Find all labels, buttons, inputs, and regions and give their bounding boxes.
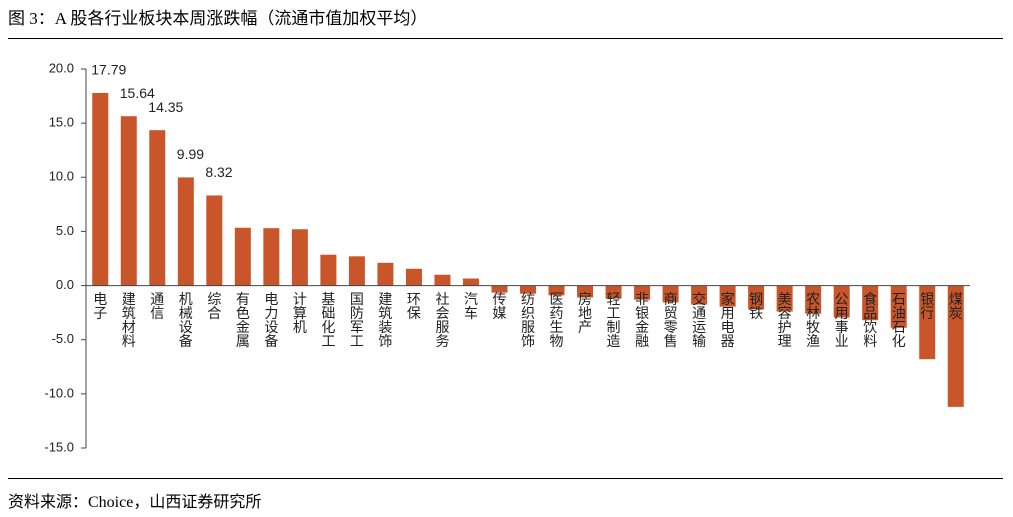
y-tick-label: 0.0 — [56, 277, 74, 292]
bar — [890, 285, 907, 328]
bottom-rule — [8, 478, 1003, 479]
x-tick-label: 商贸零售 — [663, 292, 679, 348]
y-tick-label: -15.0 — [44, 439, 74, 454]
bar — [605, 285, 622, 299]
bar — [805, 285, 822, 314]
data-label: 8.32 — [205, 164, 232, 180]
y-tick-label: 15.0 — [49, 115, 74, 130]
bar — [491, 285, 508, 293]
x-tick-label: 非银金融 — [634, 292, 650, 348]
x-tick-label: 石油石化 — [891, 292, 907, 349]
bar — [177, 177, 194, 286]
bar — [548, 285, 565, 296]
x-tick-label: 银行 — [919, 292, 935, 321]
bar — [320, 254, 337, 286]
x-tick-label: 有色金属 — [235, 292, 251, 348]
x-tick-label: 轻工制造 — [606, 292, 622, 349]
bar — [291, 229, 308, 286]
x-tick-label: 食品饮料 — [862, 291, 878, 348]
bar — [120, 116, 137, 286]
y-tick-label: 20.0 — [49, 60, 74, 75]
bar — [947, 285, 964, 407]
bar — [691, 285, 708, 305]
x-tick-label: 建筑材料 — [121, 292, 137, 348]
bar — [662, 285, 679, 303]
bar — [377, 262, 394, 286]
y-tick-label: 5.0 — [56, 223, 74, 238]
x-tick-label: 国防军工 — [349, 292, 365, 348]
bar — [348, 256, 365, 286]
bar — [405, 268, 422, 286]
x-tick-label: 基础化工 — [320, 291, 336, 348]
bar — [206, 195, 223, 286]
bar — [833, 285, 850, 318]
bar — [748, 285, 765, 310]
x-tick-label: 汽车 — [463, 292, 479, 320]
bar — [263, 228, 280, 286]
x-tick-label: 房地产 — [577, 292, 593, 335]
data-label: 17.79 — [91, 62, 126, 78]
bar — [434, 274, 451, 286]
data-label: 9.99 — [177, 146, 204, 162]
x-tick-label: 纺织服饰 — [520, 292, 536, 348]
bar — [719, 285, 736, 307]
bar — [234, 227, 251, 286]
x-tick-label: 煤炭 — [948, 292, 964, 320]
bar — [520, 285, 536, 294]
x-tick-label: 医药生物 — [549, 292, 565, 349]
x-tick-label: 电子 — [92, 292, 108, 320]
x-tick-label: 综合 — [206, 292, 222, 320]
x-tick-label: 钢铁 — [748, 292, 764, 320]
data-label: 14.35 — [148, 99, 183, 115]
top-rule — [8, 38, 1003, 39]
chart-title: 图 3：A 股各行业板块本周涨跌幅（流通市值加权平均） — [8, 9, 428, 28]
x-tick-label: 农林牧渔 — [805, 292, 821, 348]
x-tick-label: 建筑装饰 — [377, 292, 393, 348]
y-tick-label: 10.0 — [49, 169, 74, 184]
bar — [577, 285, 594, 298]
x-tick-label: 电力设备 — [263, 292, 279, 348]
x-tick-label: 通信 — [149, 292, 165, 320]
x-tick-label: 机械设备 — [178, 292, 194, 348]
x-tick-label: 公用事业 — [834, 292, 850, 348]
bar — [462, 278, 479, 286]
bar — [919, 285, 936, 360]
x-tick-label: 交通运输 — [691, 291, 707, 348]
x-tick-label: 计算机 — [292, 292, 308, 335]
bar — [862, 285, 879, 321]
bar — [776, 285, 793, 312]
x-tick-label: 家用电器 — [720, 291, 736, 348]
data-label: 15.64 — [120, 85, 155, 101]
x-tick-label: 环保 — [406, 292, 422, 320]
y-tick-label: -5.0 — [52, 331, 74, 346]
source-note: 资料来源：Choice，山西证券研究所 — [8, 494, 262, 511]
x-tick-label: 社会服务 — [434, 292, 450, 348]
bar — [634, 285, 651, 300]
bar — [149, 130, 166, 286]
x-tick-label: 美容护理 — [777, 292, 793, 348]
y-tick-label: -10.0 — [44, 385, 74, 400]
bar — [92, 92, 109, 286]
x-tick-label: 传媒 — [491, 292, 507, 320]
